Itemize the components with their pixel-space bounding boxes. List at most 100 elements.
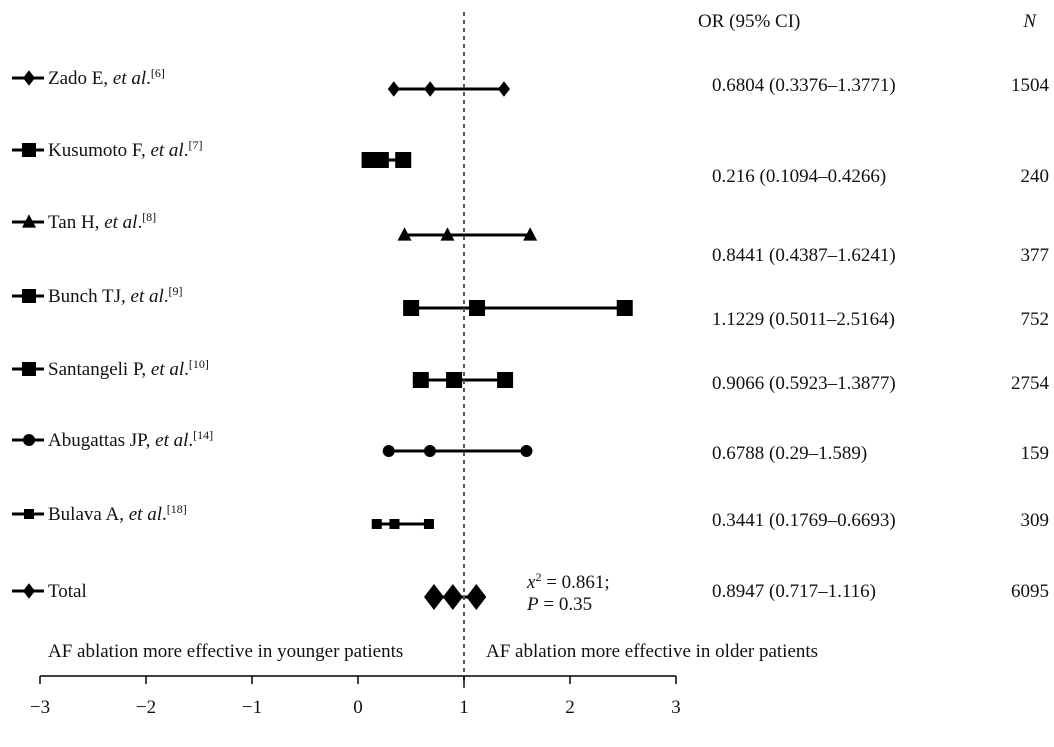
study-reference: [7] — [188, 138, 202, 152]
x-tick-label: 3 — [671, 697, 681, 718]
study-row: Abugattas JP, et al.[14] 0.6788 (0.29–1.5… — [12, 428, 1049, 464]
study-etal: et al — [151, 359, 184, 380]
study-period: . — [184, 140, 189, 161]
n-value: 1504 — [1011, 75, 1050, 96]
ci-lower-marker — [403, 300, 420, 316]
n-value: 6095 — [1011, 581, 1049, 602]
chi-superscript: 2 — [535, 570, 541, 584]
study-label: Abugattas JP, et al.[14] — [48, 428, 213, 451]
study-etal: et al — [113, 68, 146, 89]
study-etal: et al — [150, 140, 183, 161]
study-period: . — [164, 286, 169, 307]
study-reference: [6] — [151, 66, 165, 80]
n-value: 377 — [1021, 245, 1050, 266]
study-author: Santangeli P, — [48, 359, 151, 380]
study-label: Bulava A, et al.[18] — [48, 502, 187, 525]
n-value: 159 — [1021, 443, 1050, 464]
study-period: . — [184, 359, 189, 380]
column-headers: OR (95% CI) N — [698, 11, 1037, 32]
p-value: = 0.35 — [539, 594, 592, 615]
or-ci-value: 1.1229 (0.5011–2.5164) — [712, 309, 895, 330]
study-label: Bunch TJ, et al.[9] — [48, 284, 183, 307]
ci-upper-marker — [616, 300, 633, 316]
legend-key-marker — [23, 70, 35, 86]
study-period: . — [146, 68, 151, 89]
ci-lower-marker — [412, 372, 429, 388]
x-tick-label: 2 — [565, 697, 575, 718]
study-rows: Zado E, et al.[6]0.6804 (0.3376–1.3771) 1… — [12, 66, 1050, 531]
study-reference: [14] — [193, 428, 213, 442]
study-row: Kusumoto F, et al.[7] 0.216 (0.1094–0.426… — [12, 138, 1049, 187]
study-author: Bunch TJ, — [48, 286, 131, 307]
direction-left-label: AF ablation more effective in younger pa… — [48, 641, 403, 662]
or-ci-value: 0.8441 (0.4387–1.6241) — [712, 245, 896, 266]
point-estimate-marker — [469, 300, 486, 316]
study-author: Abugattas JP, — [48, 430, 155, 451]
ci-upper-marker — [520, 445, 533, 457]
legend-key-marker — [22, 362, 36, 376]
study-label: Kusumoto F, et al.[7] — [48, 138, 202, 161]
ci-lower-marker — [387, 81, 400, 97]
or-ci-value: 0.6788 (0.29–1.589) — [712, 443, 867, 464]
point-estimate-marker — [423, 445, 436, 457]
study-author: Kusumoto F, — [48, 140, 150, 161]
direction-right-label: AF ablation more effective in older pati… — [486, 641, 818, 662]
study-reference: [10] — [189, 357, 209, 371]
ci-upper-marker — [395, 152, 412, 168]
n-value: 752 — [1021, 309, 1050, 330]
ci-upper-marker — [466, 584, 487, 610]
study-period: . — [137, 212, 142, 233]
study-etal: et al — [131, 286, 164, 307]
legend-key-marker — [22, 143, 36, 157]
study-reference: [9] — [169, 284, 183, 298]
study-label: Tan H, et al.[8] — [48, 210, 156, 233]
point-estimate-marker — [442, 584, 463, 610]
ci-upper-marker — [497, 372, 514, 388]
or-ci-value: 0.3441 (0.1769–0.6693) — [712, 510, 896, 531]
study-reference: [8] — [142, 210, 156, 224]
study-period: . — [162, 504, 167, 525]
x-tick-label: −1 — [242, 697, 262, 718]
or-ci-value: 0.9066 (0.5923–1.3877) — [712, 373, 896, 394]
n-value: 2754 — [1011, 373, 1050, 394]
n-value: 240 — [1021, 166, 1050, 187]
study-row: Santangeli P, et al.[10] 0.9066 (0.5923–1… — [12, 357, 1050, 394]
point-estimate-marker — [372, 152, 389, 168]
ci-lower-marker — [371, 519, 382, 529]
study-period: . — [188, 430, 193, 451]
ci-upper-marker — [497, 81, 510, 97]
ci-lower-marker — [397, 227, 412, 241]
n-column-header: N — [1022, 11, 1037, 32]
x-tick-label: 1 — [459, 697, 469, 718]
study-reference: [18] — [167, 502, 187, 516]
study-author: Bulava A, — [48, 504, 129, 525]
point-estimate-marker — [446, 372, 463, 388]
heterogeneity-p: P = 0.35 — [526, 594, 592, 615]
legend-key-marker — [23, 434, 35, 446]
point-estimate-marker — [440, 227, 455, 241]
study-row: Bulava A, et al.[18] 0.3441 (0.1769–0.669… — [12, 502, 1049, 531]
or-column-header: OR (95% CI) — [698, 11, 800, 32]
legend-key-marker — [22, 289, 36, 303]
direction-labels: AF ablation more effective in younger pa… — [48, 641, 818, 662]
legend-key-marker — [23, 583, 35, 599]
or-ci-value: 0.216 (0.1094–0.4266) — [712, 166, 886, 187]
study-etal: et al — [129, 504, 162, 525]
x-tick-label: −2 — [136, 697, 156, 718]
n-value: 309 — [1021, 510, 1050, 531]
legend-key-marker — [22, 214, 36, 228]
x-tick-label: −3 — [30, 697, 50, 718]
x-axis: −3 −2 −1 0 1 2 3 — [30, 675, 681, 718]
study-etal: et al — [155, 430, 188, 451]
heterogeneity-chi: x2 = 0.861; — [526, 570, 610, 593]
study-row: Zado E, et al.[6] 0.6804 (0.3376–1.3771) 1… — [12, 66, 1050, 97]
point-estimate-marker — [424, 81, 437, 97]
study-author: Tan H, — [48, 212, 104, 233]
study-label: Santangeli P, et al.[10] — [48, 357, 209, 380]
ci-upper-marker — [523, 227, 538, 241]
study-row: Bunch TJ, et al.[9] 1.1229 (0.5011–2.5164… — [12, 284, 1049, 330]
x-tick-label: 0 — [353, 697, 363, 718]
or-ci-value: 0.8947 (0.717–1.116) — [712, 581, 876, 602]
ci-lower-marker — [382, 445, 395, 457]
